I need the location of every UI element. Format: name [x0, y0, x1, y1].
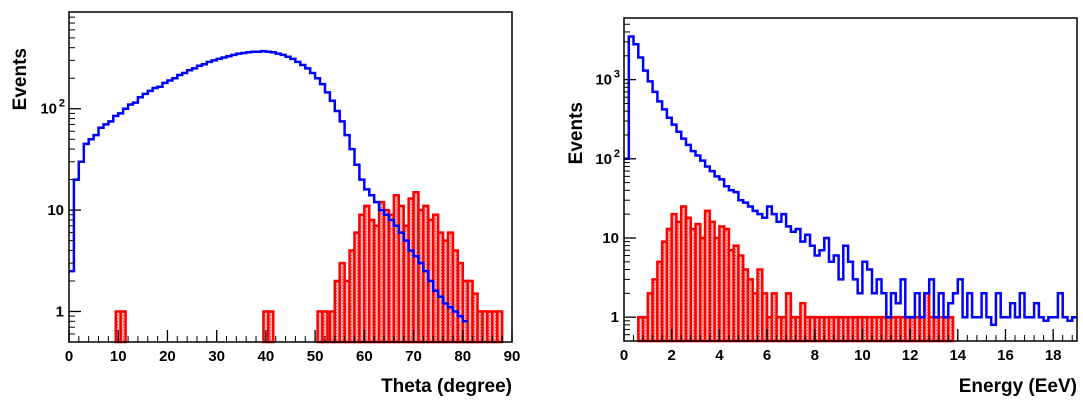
x-tick-label: 2	[668, 347, 676, 364]
histogram-line-layer	[624, 35, 1077, 327]
x-tick-label: 10	[854, 347, 871, 364]
x-tick-label: 18	[1045, 347, 1062, 364]
red-bin-bar	[947, 315, 955, 343]
plot-frame	[68, 11, 513, 343]
histogram-fill-layer	[114, 191, 504, 344]
x-ticks: 0 2 4 6 8 10 12 14 16 18	[620, 329, 1073, 364]
x-tick-label: 30	[208, 348, 225, 365]
y-axis-title: Events	[566, 102, 587, 164]
x-axis-title: Energy (EeV)	[959, 376, 1077, 397]
y-tick-label: 10	[40, 101, 57, 118]
blue-histogram-line	[69, 49, 468, 323]
y-tick-label: 10	[595, 72, 612, 89]
blue-histogram-line	[624, 35, 1077, 327]
histogram-line-layer	[69, 49, 468, 323]
x-tick-label: 0	[620, 347, 628, 364]
x-tick-label: 90	[504, 348, 521, 365]
y-tick-label: 1	[611, 309, 619, 326]
x-tick-label: 6	[763, 347, 771, 364]
x-tick-label: 20	[159, 348, 176, 365]
red-bin-bar	[119, 310, 127, 344]
x-axis-title: Theta (degree)	[381, 376, 512, 397]
red-bin-bar	[495, 310, 504, 344]
histogram-fill-layer	[637, 205, 955, 343]
red-bin-bar	[267, 310, 275, 344]
x-tick-label: 80	[454, 348, 471, 365]
y-tick-exponent: 3	[614, 69, 620, 81]
x-tick-label: 10	[110, 348, 127, 365]
y-tick-exponent: 2	[614, 148, 620, 160]
y-axis-title: Events	[10, 48, 31, 110]
y-tick-label: 1	[56, 303, 64, 320]
x-ticks: 0 10 20 30 40 50 60 70 80 90	[65, 330, 521, 365]
x-tick-label: 12	[902, 347, 919, 364]
x-tick-label: 16	[997, 347, 1014, 364]
y-tick-label: 10	[602, 230, 619, 247]
x-tick-label: 70	[405, 348, 422, 365]
x-tick-label: 4	[715, 347, 724, 364]
x-tick-label: 50	[307, 348, 324, 365]
y-tick-exponent: 2	[59, 98, 65, 110]
x-tick-label: 60	[356, 348, 373, 365]
x-tick-label: 40	[258, 348, 275, 365]
y-tick-label: 10	[595, 151, 612, 168]
plot-frame	[623, 17, 1078, 342]
y-tick-label: 10	[47, 202, 64, 219]
x-tick-label: 0	[65, 348, 73, 365]
x-tick-label: 14	[949, 347, 966, 364]
x-tick-label: 8	[811, 347, 819, 364]
